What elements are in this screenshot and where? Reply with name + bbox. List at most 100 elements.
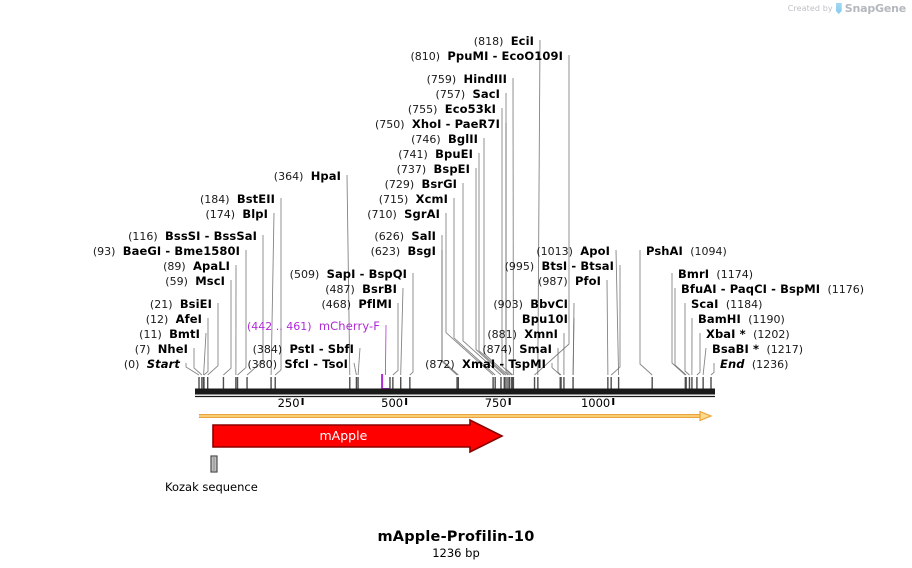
enzyme-label[interactable]: (626) SalI (0, 230, 436, 243)
enzyme-label[interactable]: (746) BglII (0, 133, 478, 146)
enzyme-label[interactable]: XbaI * (1202) (706, 328, 790, 341)
enzyme-label[interactable]: (818) EciI (0, 35, 534, 48)
enzyme-name: XcmI (415, 192, 448, 206)
enzyme-label[interactable]: (21) BsiEI (0, 298, 212, 311)
enzyme-name: HindIII (463, 72, 507, 86)
enzyme-position: (881) (487, 328, 517, 341)
snapgene-watermark: Created by SnapGene (788, 2, 906, 15)
enzyme-label[interactable]: (881) XmnI (0, 328, 558, 341)
enzyme-name: PpuMI - EcoO109I (447, 49, 563, 63)
enzyme-position: (874) (482, 343, 512, 356)
enzyme-position: (623) (370, 245, 401, 258)
enzyme-label[interactable]: ScaI (1184) (691, 298, 762, 311)
enzyme-label[interactable]: (710) SgrAI (0, 208, 440, 221)
enzyme-position: (729) (384, 178, 415, 191)
enzyme-name: BaeGI - Bme1580I (122, 244, 240, 258)
enzyme-label[interactable]: (750) XhoI - PaeR7I (0, 118, 500, 131)
enzyme-label[interactable]: (741) BpuEI (0, 148, 473, 161)
enzyme-label[interactable]: (364) HpaI (0, 170, 341, 183)
enzyme-label[interactable]: (737) BspEI (0, 163, 470, 176)
enzyme-label[interactable]: PshAI (1094) (646, 245, 727, 258)
enzyme-label[interactable]: (729) BsrGI (0, 178, 457, 191)
enzyme-name: Eco53kI (444, 102, 496, 116)
enzyme-name: Start (146, 357, 180, 371)
enzyme-name: BtsI - BtsaI (541, 259, 614, 273)
enzyme-position: (1094) (690, 245, 727, 258)
enzyme-position: (184) (199, 193, 230, 206)
enzyme-position: (987) (538, 275, 568, 288)
enzyme-label[interactable]: (874) SmaI (0, 343, 552, 356)
enzyme-position: (364) (273, 170, 304, 183)
enzyme-name: BssSI - BssSaI (165, 229, 257, 243)
enzyme-position: (1184) (725, 298, 763, 311)
page-title: mApple-Profilin-10 (377, 529, 535, 545)
enzyme-position: (872) (425, 358, 455, 371)
enzyme-label[interactable]: (1013) ApoI (0, 245, 610, 258)
enzyme-name: BpuEI (435, 147, 473, 161)
enzyme-name: BsgI (407, 244, 436, 258)
enzyme-name: BglII (448, 132, 478, 146)
enzyme-label[interactable]: (7) NheI (0, 343, 188, 356)
enzyme-position: (442 .. 461) (247, 320, 312, 333)
enzyme-name: HpaI (310, 169, 341, 183)
enzyme-position: (487) (325, 283, 355, 296)
enzyme-label[interactable]: (384) PstI - SbfI (0, 343, 354, 356)
enzyme-label[interactable]: (759) HindIII (0, 73, 507, 86)
enzyme-label[interactable]: (89) ApaLI (0, 260, 230, 273)
enzyme-label[interactable]: (0) Start (0, 358, 180, 371)
enzyme-position: (21) (149, 298, 173, 311)
enzyme-name: BsrBI (362, 282, 397, 296)
orf-label-mapple: mApple (319, 428, 368, 443)
feature-label-kozak: Kozak sequence (165, 480, 258, 494)
enzyme-label[interactable]: (59) MscI (0, 275, 225, 288)
enzyme-label[interactable]: (903) BbvCI (0, 298, 568, 311)
enzyme-name: EciI (510, 34, 534, 48)
enzyme-label[interactable]: (116) BssSI - BssSaI (0, 230, 257, 243)
enzyme-label[interactable]: (872) XmaI - TspMI (0, 358, 546, 371)
enzyme-position: (755) (407, 103, 438, 116)
enzyme-label[interactable]: BamHI (1190) (698, 313, 785, 326)
enzyme-name: BsiEI (179, 297, 212, 311)
enzyme-label[interactable]: (509) SapI - BspQI (0, 268, 407, 281)
enzyme-position: (746) (411, 133, 441, 146)
watermark-brand-label: SnapGene (844, 2, 906, 15)
enzyme-label[interactable]: (93) BaeGI - Bme1580I (0, 245, 240, 258)
enzyme-name: ScaI (691, 297, 719, 311)
enzyme-name: mCherry-F (318, 319, 380, 333)
enzyme-position: (626) (374, 230, 405, 243)
enzyme-position: (759) (426, 73, 457, 86)
enzyme-position: (11) (139, 328, 162, 341)
enzyme-label[interactable]: (11) BmtI (0, 328, 200, 341)
enzyme-position: (818) (473, 35, 504, 48)
enzyme-position: (995) (504, 260, 535, 273)
enzyme-label[interactable]: (12) AfeI (0, 313, 202, 326)
enzyme-name: PfoI (574, 274, 601, 288)
enzyme-label[interactable]: (810) PpuMI - EcoO109I (0, 50, 563, 63)
enzyme-position: (710) (367, 208, 397, 221)
enzyme-label[interactable]: (174) BlpI (0, 208, 268, 221)
enzyme-position: (903) (493, 298, 523, 311)
enzyme-label[interactable]: End (1236) (720, 358, 788, 371)
enzyme-position: (741) (398, 148, 428, 161)
enzyme-label[interactable]: (757) SacI (0, 88, 500, 101)
enzyme-label[interactable]: (487) BsrBI (0, 283, 397, 296)
enzyme-label[interactable]: (755) Eco53kI (0, 103, 496, 116)
enzyme-position: (750) (374, 118, 405, 131)
enzyme-name: BbvCI (530, 297, 568, 311)
enzyme-name: BspEI (433, 162, 470, 176)
enzyme-label[interactable]: BmrI (1174) (678, 268, 753, 281)
enzyme-label[interactable]: (380) SfcI - TsoI (0, 358, 348, 371)
enzyme-label[interactable]: (623) BsgI (0, 245, 436, 258)
enzyme-label[interactable]: Bpu10I (0, 313, 568, 325)
enzyme-label[interactable]: (987) PfoI (0, 275, 601, 288)
enzyme-label[interactable]: (442 .. 461) mCherry-F (0, 320, 380, 333)
enzyme-label[interactable]: BsaBI * (1217) (712, 343, 803, 356)
enzyme-name: BlpI (242, 207, 268, 221)
enzyme-label[interactable]: (184) BstEII (0, 193, 275, 206)
enzyme-label[interactable]: BfuAI - PaqCI - BspMI (1176) (681, 283, 864, 296)
enzyme-label[interactable]: (468) PflMI (0, 298, 392, 311)
enzyme-label[interactable]: (715) XcmI (0, 193, 448, 206)
enzyme-label[interactable]: (995) BtsI - BtsaI (0, 260, 614, 273)
enzyme-name: BstEII (236, 192, 275, 206)
